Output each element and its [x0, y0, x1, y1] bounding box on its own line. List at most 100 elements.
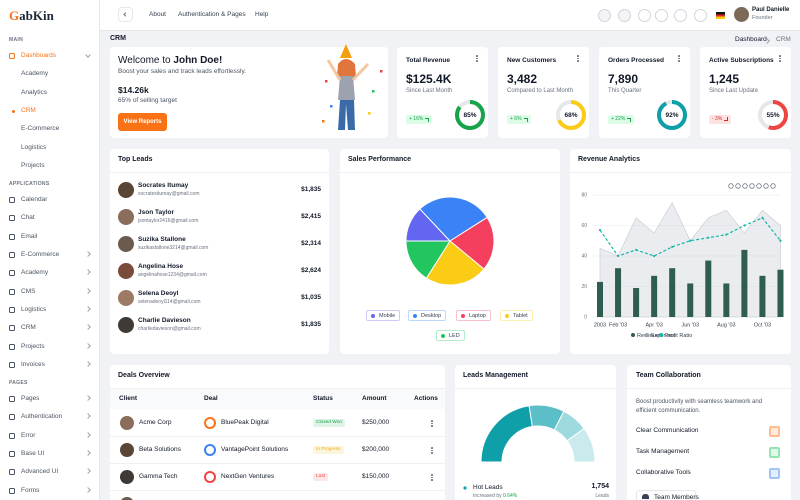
legend-label: Laptop: [469, 313, 486, 319]
menu-item[interactable]: Invoices: [21, 360, 45, 368]
deal-name: VantagePoint Solutions: [221, 446, 289, 453]
target: 65% of selling target: [118, 97, 177, 104]
submenu-item[interactable]: CRM: [21, 106, 36, 114]
change-value: - 3%: [712, 116, 723, 122]
legend-item[interactable]: Tablet: [500, 310, 533, 321]
legend-swatch: [413, 314, 417, 318]
menu-dot: [431, 476, 433, 479]
menu-item[interactable]: Calendar: [21, 196, 48, 204]
legend-item[interactable]: Desktop: [408, 310, 447, 321]
header-icon[interactable]: [638, 9, 651, 22]
menu-item[interactable]: Error: [21, 431, 36, 439]
menu-dot[interactable]: [431, 474, 433, 476]
menu-dot: [431, 425, 433, 427]
menu-item[interactable]: Logistics: [21, 305, 47, 313]
legend-swatch: [505, 314, 509, 318]
menu-dot: [678, 57, 680, 60]
submenu-item[interactable]: Academy: [21, 70, 49, 78]
lead-amount: $1,035: [301, 294, 321, 301]
menu-icon: [9, 469, 15, 476]
card-title: Deals Overview: [118, 372, 170, 379]
menu-item[interactable]: Pages: [21, 395, 40, 403]
header-icon[interactable]: [694, 9, 707, 22]
hot-leads-label: Hot Leads: [473, 484, 503, 491]
menu-item[interactable]: Authentication: [21, 413, 63, 421]
nav-link[interactable]: Help: [255, 11, 269, 18]
change-value: + 6%: [510, 116, 522, 122]
menu-item[interactable]: Projects: [21, 342, 45, 350]
card-title: Top Leads: [118, 156, 153, 163]
greeting: Welcome to: [118, 55, 171, 66]
menu-item[interactable]: Advanced UI: [21, 468, 59, 476]
submenu-item[interactable]: E-Commerce: [21, 125, 60, 133]
legend-item[interactable]: Laptop: [456, 310, 491, 321]
nav-link[interactable]: About: [149, 11, 166, 18]
trend-arrow: [523, 118, 528, 122]
menu-item[interactable]: Dashboards: [21, 52, 57, 59]
sidebar: [0, 0, 100, 500]
legend-swatch: [461, 314, 465, 318]
stat-value: 7,890: [608, 72, 639, 86]
menu-item[interactable]: E-Commerce: [21, 251, 60, 258]
menu-dot[interactable]: [476, 55, 478, 57]
lead-amount: $2,624: [301, 267, 321, 274]
feature-label: Clear Communication: [636, 427, 699, 434]
menu-dot: [431, 449, 433, 452]
leads-card: [455, 365, 616, 500]
menu-item[interactable]: CMS: [21, 287, 36, 295]
legend-item[interactable]: Mobile: [366, 310, 401, 321]
menu-item[interactable]: Base UI: [21, 450, 45, 457]
lead-name: Suzika Stallone: [138, 236, 186, 243]
leads-unit: Leads: [595, 493, 609, 499]
section-title: APPLICATIONS: [9, 181, 50, 188]
menu-icon: [9, 288, 15, 295]
submenu-item[interactable]: Analytics: [21, 88, 48, 96]
change-value: + 22%: [611, 116, 626, 122]
change-value: 0.64%: [503, 493, 518, 499]
toggle-button[interactable]: [118, 7, 133, 22]
lead-email: socratesitumay@gmail.com: [138, 191, 200, 197]
user-role: Founder: [752, 15, 773, 21]
menu-icon: [9, 414, 15, 421]
menu-item[interactable]: CRM: [21, 324, 36, 332]
team-card: [627, 365, 791, 500]
description: Boost productivity with seamless teamwor…: [636, 399, 763, 414]
menu-item[interactable]: Forms: [21, 486, 40, 494]
submenu-item[interactable]: Logistics: [21, 143, 47, 151]
menu-dot: [431, 422, 433, 425]
lead-name: Selena Deoyl: [138, 290, 179, 297]
menu-item[interactable]: Chat: [21, 214, 35, 222]
stat-title: New Customers: [507, 57, 557, 64]
nav-link[interactable]: Authentication & Pages: [178, 11, 246, 18]
stat-title: Active Subscriptions: [709, 57, 774, 64]
team-members-button[interactable]: Team Members: [636, 490, 699, 500]
lead-name: Charlie Davieson: [138, 317, 191, 324]
divider: [455, 388, 616, 389]
legend-label: Mobile: [379, 313, 396, 319]
menu-dot[interactable]: [431, 447, 433, 449]
header-icon[interactable]: [655, 9, 668, 22]
menu-dot: [431, 452, 433, 454]
menu-dot: [577, 60, 579, 62]
breadcrumb-link[interactable]: Dashboard: [735, 36, 767, 43]
menu-dot[interactable]: [431, 420, 433, 422]
avatar[interactable]: [734, 7, 749, 22]
stat-subtitle: Compared to Last Month: [507, 88, 574, 94]
flag[interactable]: [716, 12, 725, 19]
menu-icon: [9, 306, 15, 313]
menu-item[interactable]: Academy: [21, 269, 49, 277]
legend-item[interactable]: LED: [436, 330, 465, 341]
menu-dot[interactable]: [779, 55, 781, 57]
header-icon[interactable]: [598, 9, 611, 22]
header-icon[interactable]: [618, 9, 631, 22]
view-reports-button[interactable]: View Reports: [118, 113, 167, 131]
menu-dot[interactable]: [678, 55, 680, 57]
menu-item[interactable]: Email: [21, 232, 38, 240]
menu-dot[interactable]: [577, 55, 579, 57]
submenu-item[interactable]: Projects: [21, 161, 45, 169]
column-header: Status: [313, 395, 333, 402]
header-icon[interactable]: [674, 9, 687, 22]
lead-amount: $2,314: [301, 240, 321, 247]
top-leads-card: [110, 149, 329, 354]
